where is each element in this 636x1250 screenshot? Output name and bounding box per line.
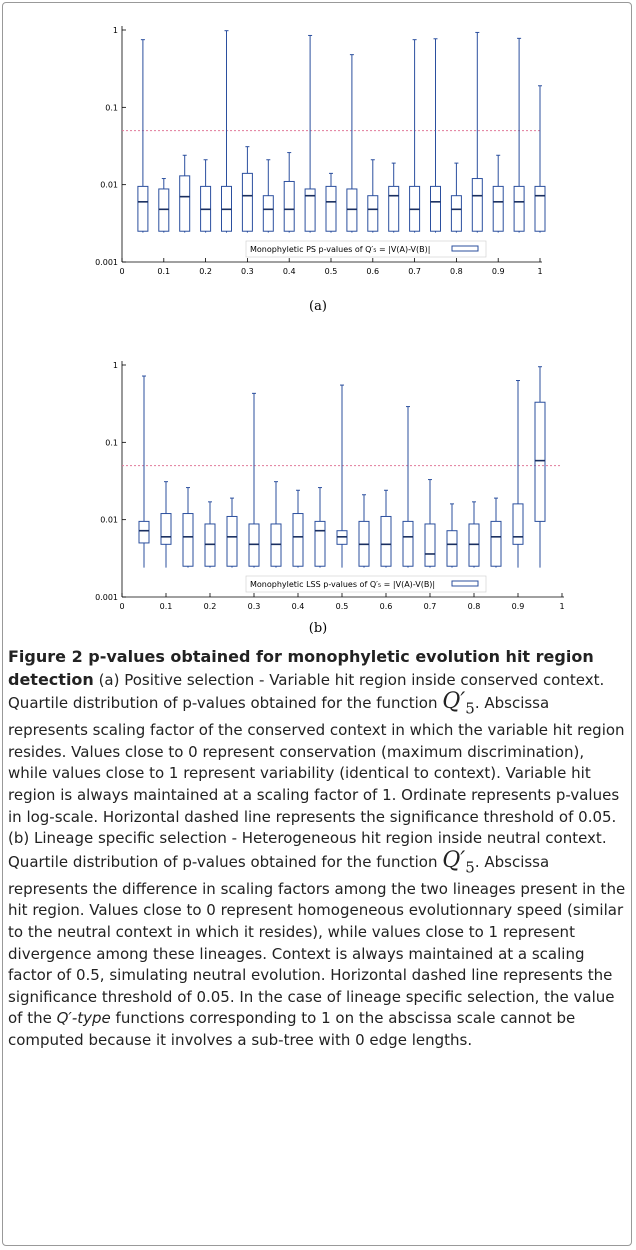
box [490, 520, 502, 567]
x-tick-label: 0.6 [380, 602, 393, 611]
x-tick-label: 0.8 [468, 602, 481, 611]
x-tick-label: 0.4 [283, 267, 296, 276]
caption-text: functions corresponding to 1 on the absc… [8, 1009, 576, 1049]
box [241, 172, 253, 232]
box [471, 178, 483, 232]
x-tick-label: 0.5 [325, 267, 338, 276]
box [314, 520, 326, 567]
x-tick-label: 0.7 [408, 267, 421, 276]
math-sub: 5 [465, 858, 475, 877]
box [226, 515, 238, 567]
x-tick-label: 1 [559, 602, 564, 611]
x-tick-label: 0.7 [424, 602, 437, 611]
box [367, 195, 379, 232]
box [512, 503, 524, 545]
box [182, 513, 194, 567]
math-base: Q′ [442, 847, 466, 873]
box [513, 185, 525, 232]
x-tick-label: 0.2 [199, 267, 212, 276]
panel-label: (b) [309, 621, 327, 636]
caption-text: . Abscissa represents the difference in … [8, 852, 626, 1028]
box [534, 185, 546, 232]
x-tick-label: 0.8 [450, 267, 463, 276]
y-tick-label: 0.001 [95, 593, 118, 602]
box [450, 195, 462, 232]
x-tick-label: 0.1 [160, 602, 173, 611]
math-sub: 5 [465, 699, 475, 718]
chart-b: 0.001 0.01 0.1 1 0 0.1 0.2 0.3 0.4 0.5 0.6 0.7 0.8 0.… [95, 361, 565, 636]
box [137, 185, 149, 232]
x-tick-label: 0.9 [492, 267, 505, 276]
x-tick-label: 1 [537, 267, 542, 276]
box [534, 401, 546, 522]
y-tick-label: 0.01 [100, 181, 118, 190]
math-base: Q′ [442, 689, 466, 715]
box [262, 195, 274, 232]
legend-box [245, 240, 487, 258]
box [283, 180, 295, 232]
y-tick-label: 1 [113, 26, 118, 35]
y-tick-label: 0.1 [105, 103, 118, 112]
x-tick-label: 0.5 [336, 602, 349, 611]
box [325, 185, 337, 232]
legend-swatch [451, 245, 479, 252]
x-tick-label: 0 [119, 602, 124, 611]
caption: Figure 2 p-values obtained for monophyle… [8, 646, 628, 1051]
legend-box [245, 575, 487, 593]
legend-label: Monophyletic PS p-values of Q′₅ = |V(A)-… [250, 245, 430, 254]
caption-italic: Q′-type [56, 1009, 111, 1028]
x-tick-label: 0.3 [248, 602, 261, 611]
legend-label: Monophyletic LSS p-values of Q′₅ = |V(A)… [250, 580, 435, 589]
x-tick-label: 0 [119, 267, 124, 276]
box [160, 513, 172, 545]
math: Q′5 [442, 847, 475, 877]
x-tick-label: 0.3 [241, 267, 254, 276]
x-tick-label: 0.1 [157, 267, 170, 276]
box [492, 185, 504, 232]
box [430, 185, 441, 232]
box [402, 520, 414, 567]
x-tick-label: 0.4 [292, 602, 305, 611]
legend-swatch [451, 580, 479, 587]
box [292, 513, 304, 567]
x-tick-label: 0.6 [366, 267, 379, 276]
math: Q′5 [442, 689, 475, 718]
y-tick-label: 0.01 [100, 516, 118, 525]
y-tick-label: 1 [113, 361, 118, 370]
y-tick-label: 0.1 [105, 438, 118, 447]
y-tick-label: 0.001 [95, 258, 118, 267]
x-tick-label: 0.9 [512, 602, 525, 611]
box [380, 515, 392, 567]
box [388, 185, 400, 232]
box [304, 188, 316, 232]
panel-label: (a) [309, 299, 327, 314]
box [424, 523, 436, 567]
box [446, 530, 458, 567]
box [138, 520, 150, 544]
x-tick-label: 0.2 [204, 602, 217, 611]
chart-a: 0.001 0.01 0.1 1 0 0.1 0.2 0.3 0.4 0.5 0.6 0.7 0.8 0.… [95, 26, 546, 314]
caption-text: . Abscissa represents scaling factor of … [8, 694, 625, 871]
caption-text: (a) Positive selection - Variable hit re… [8, 670, 605, 713]
caption-title: Figure 2 p-values obtained for monophyle… [8, 647, 594, 689]
box [179, 175, 191, 232]
